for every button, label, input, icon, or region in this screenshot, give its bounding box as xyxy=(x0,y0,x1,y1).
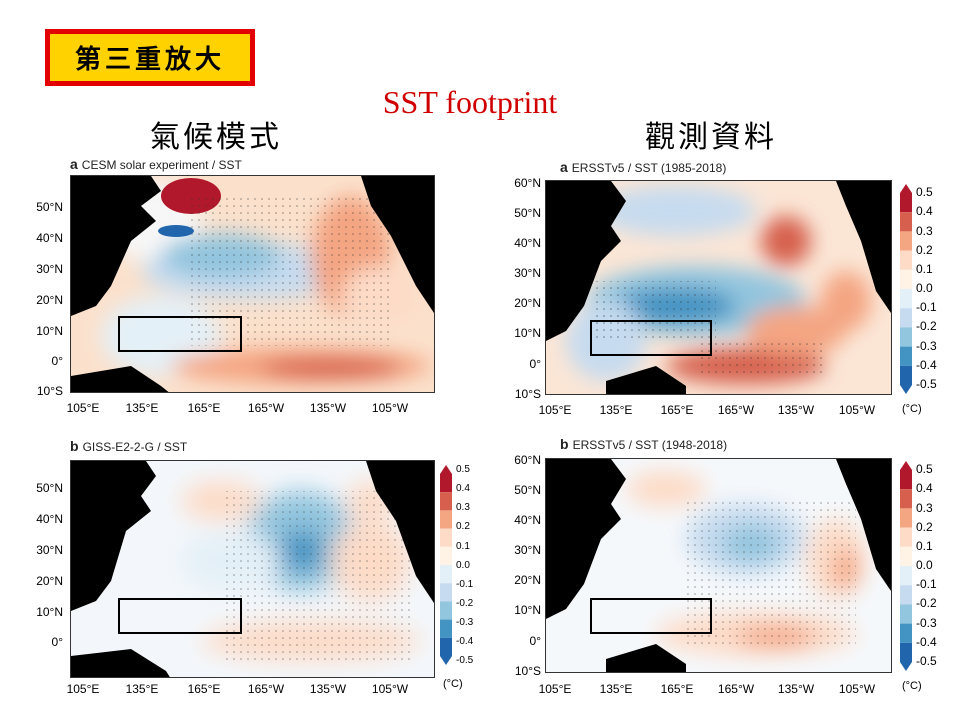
sst-map-giss xyxy=(70,460,435,678)
model-column-title: 氣候模式 xyxy=(150,120,282,155)
sst-map-cesm xyxy=(70,175,435,393)
sst-map-ersst-1948 xyxy=(545,458,892,673)
colorbar-model xyxy=(440,465,452,665)
panel-label: a ERSSTv5 / SST (1985-2018) xyxy=(560,159,727,175)
colorbar-obs-a xyxy=(900,184,912,394)
slide-title: SST footprint xyxy=(382,84,558,120)
panel-label: b ERSSTv5 / SST (1948-2018) xyxy=(560,436,728,452)
colorbar-obs-b xyxy=(900,461,912,671)
sst-map-ersst-1985 xyxy=(545,180,892,395)
panel-label: b GISS-E2-2-G / SST xyxy=(70,438,188,454)
panel-label: a CESM solar experiment / SST xyxy=(70,156,242,172)
observation-column-title: 觀測資料 xyxy=(645,120,777,155)
zoom-level-badge: 第三重放大 xyxy=(45,29,255,86)
